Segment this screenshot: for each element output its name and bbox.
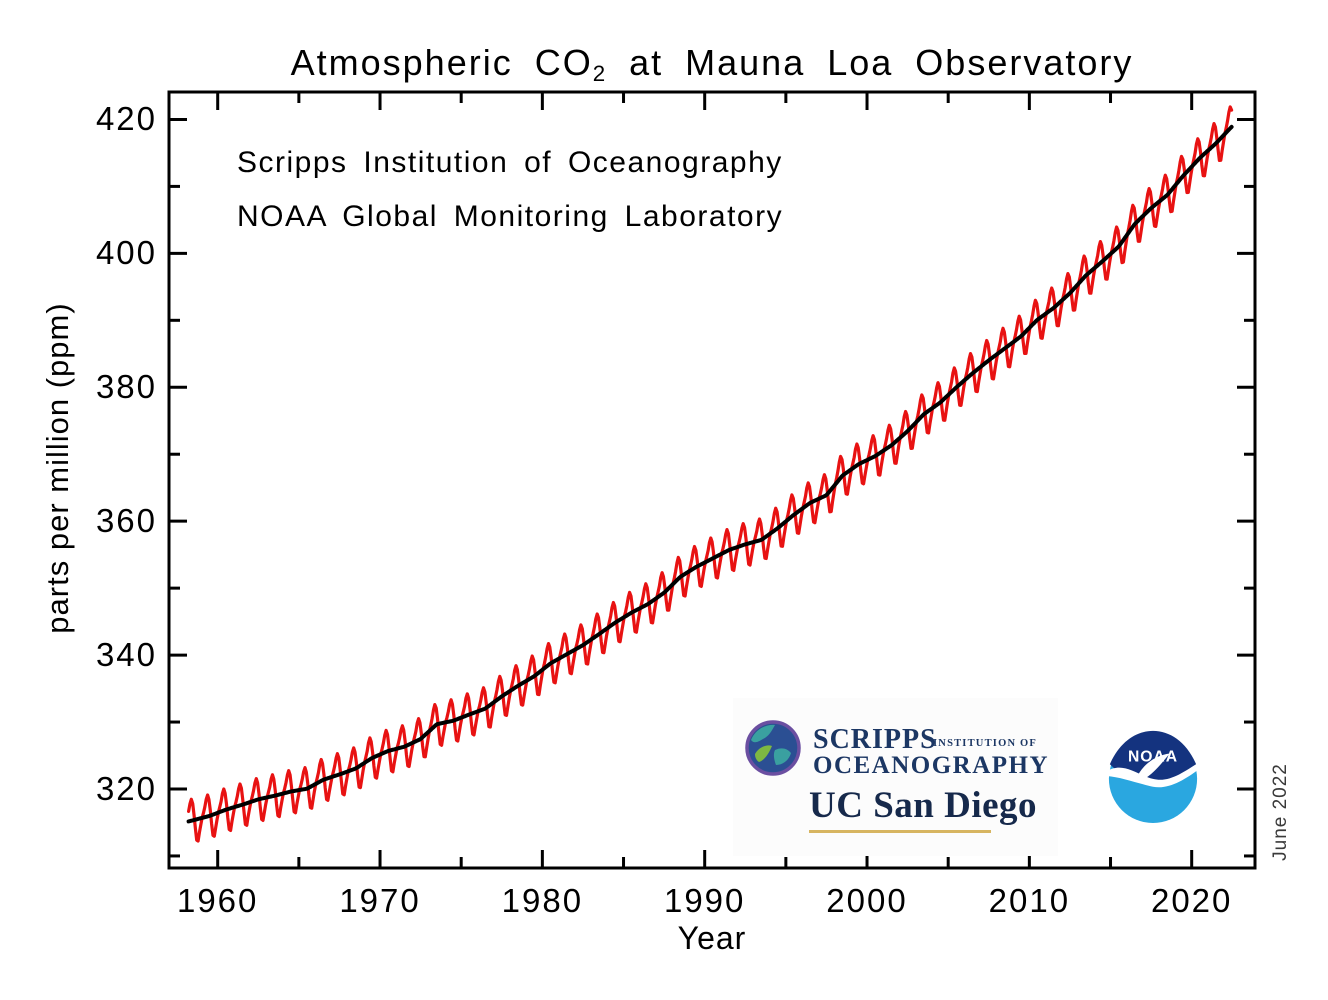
x-tick-label: 1960 (176, 882, 259, 919)
x-tick-label: 2000 (826, 882, 908, 919)
x-tick-label: 1980 (501, 882, 584, 919)
x-tick-label: 2010 (988, 882, 1071, 919)
chart-title-subscript: 2 (592, 61, 608, 87)
chart-title-suffix: at Mauna Loa Observatory (607, 42, 1134, 83)
scripps-logo: SCRIPPS INSTITUTION OF OCEANOGRAPHY UC S… (733, 698, 1058, 856)
ucsd-gold-rule (809, 830, 991, 833)
scripps-globe-icon (745, 720, 801, 776)
x-tick-label: 2020 (1150, 882, 1233, 919)
x-tick-label: 1990 (663, 882, 746, 919)
y-tick-label: 320 (95, 769, 157, 807)
x-axis-title: Year (677, 920, 747, 956)
scripps-institution-of: INSTITUTION OF (933, 738, 1038, 749)
annotation-noaa: NOAA Global Monitoring Laboratory (237, 200, 784, 233)
y-tick-label: 400 (95, 234, 157, 272)
chart-title: Atmospheric CO2 at Mauna Loa Observatory (169, 42, 1255, 87)
scripps-oceanography: OCEANOGRAPHY (813, 752, 1050, 779)
y-axis-title: parts per million (ppm) (40, 302, 75, 634)
date-stamp: June 2022 (1270, 763, 1291, 861)
chart-title-prefix: Atmospheric CO (290, 42, 593, 83)
ucsd-wordmark: UC San Diego (809, 785, 1038, 826)
y-tick-label: 420 (95, 100, 157, 138)
x-tick-label: 1970 (339, 882, 421, 919)
y-tick-label: 340 (95, 636, 157, 674)
seasonal-co2-line (187, 105, 1234, 843)
scripps-wordmark: SCRIPPS (813, 724, 937, 755)
annotation-scripps: Scripps Institution of Oceanography (237, 146, 783, 179)
y-tick-label: 380 (95, 368, 157, 406)
axes-box (167, 90, 1257, 870)
trend-co2-line (186, 124, 1234, 824)
noaa-logo-text: NOAA (1128, 748, 1178, 765)
noaa-logo: NOAA (1106, 730, 1200, 824)
y-tick-label: 360 (95, 502, 157, 540)
